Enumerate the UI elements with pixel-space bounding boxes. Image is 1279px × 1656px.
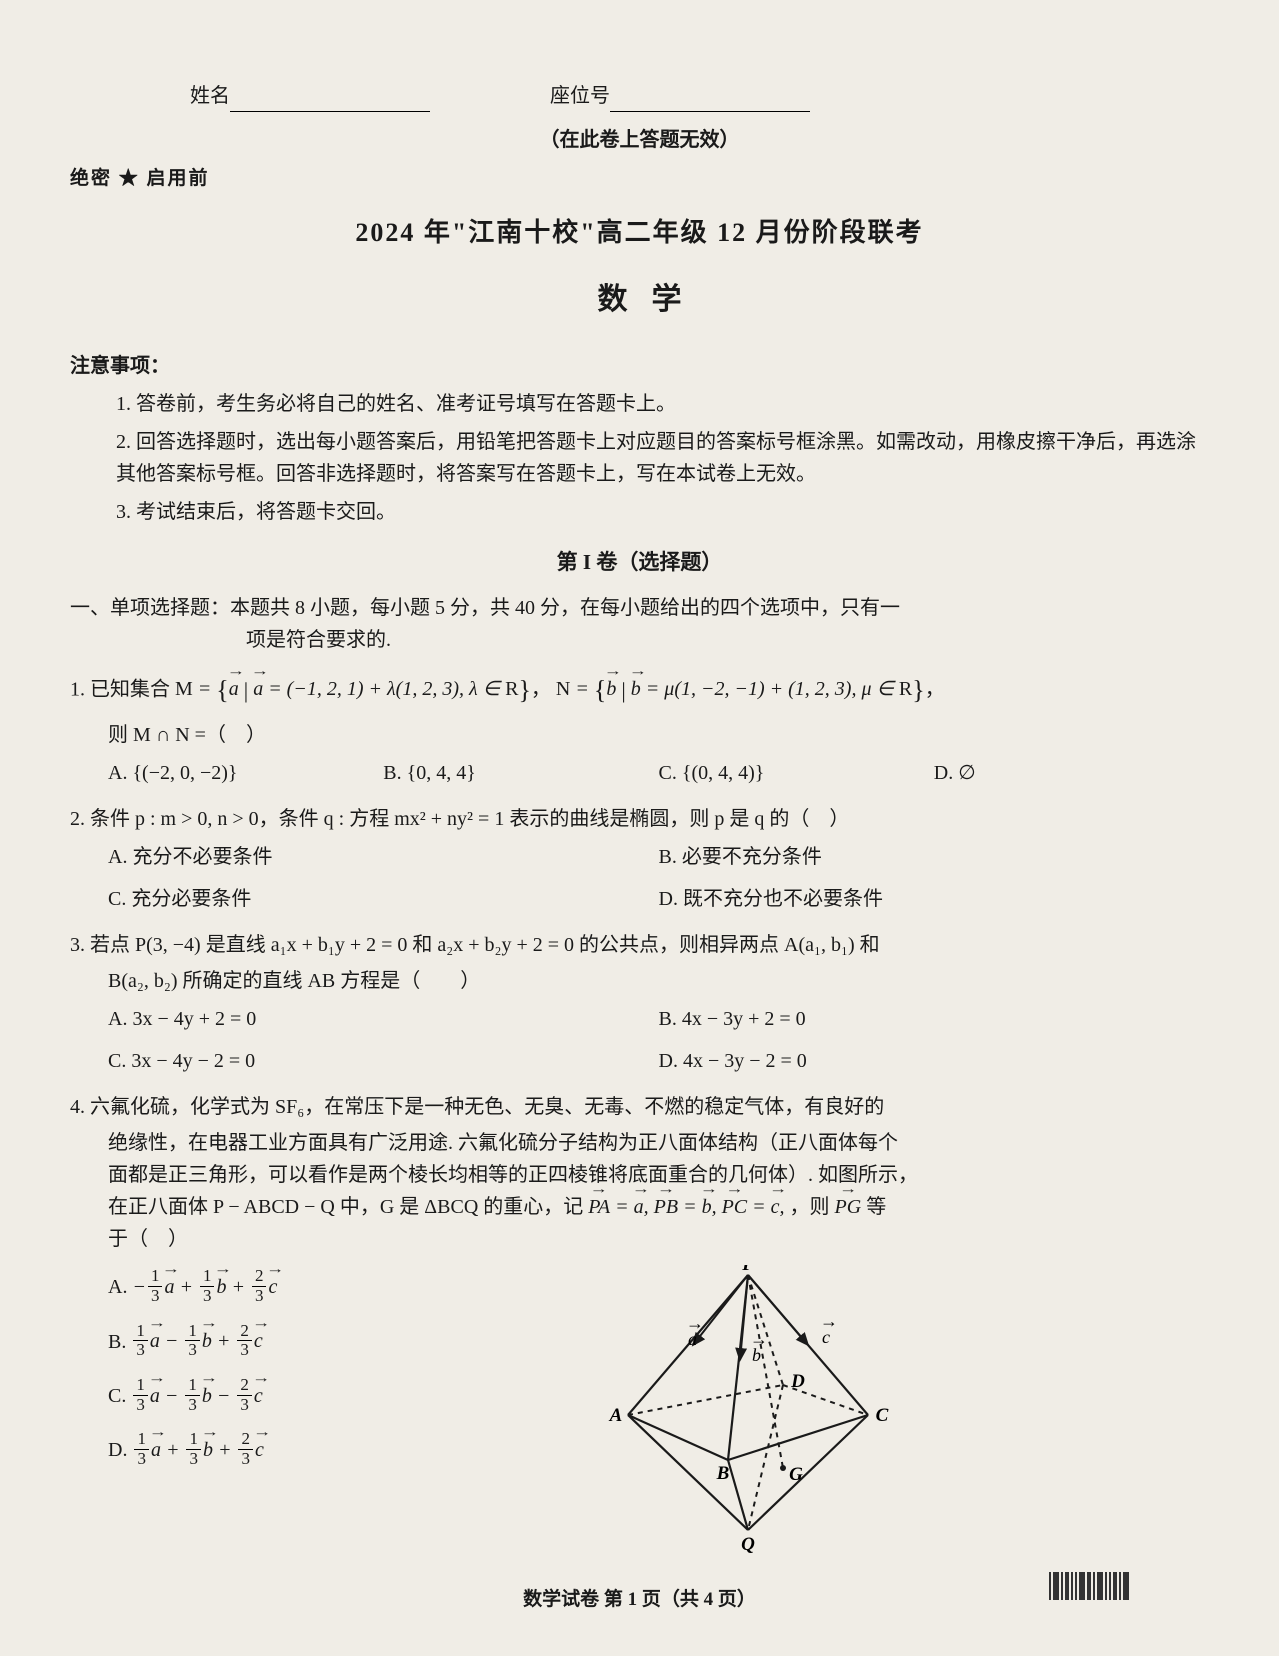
- q4-figure: P Q A C B D G → a → b → c: [297, 1255, 1209, 1555]
- q3-opt-a: A. 3x − 4y + 2 = 0: [108, 1003, 659, 1035]
- secrecy-text: 绝密 ★ 启用前: [70, 168, 210, 189]
- q4-opt-b-pre: B.: [108, 1330, 131, 1352]
- q2-opt-b: B. 必要不充分条件: [659, 841, 1210, 873]
- q1-prefix: 1. 已知集合: [70, 678, 175, 700]
- question-2: 2. 条件 p : m > 0, n > 0，条件 q : 方程 mx² + n…: [70, 803, 1209, 915]
- notice-title: 注意事项：: [70, 350, 1209, 382]
- q4-opt-a: A. −13a + 13b + 23c: [108, 1269, 277, 1307]
- q1-options: A. {(−2, 0, −2)} B. {0, 4, 4} C. {(0, 4,…: [108, 757, 1209, 789]
- fig-label-veca: a: [688, 1329, 697, 1349]
- q1-tail: ，: [925, 678, 945, 700]
- q4-line4-pre: 在正八面体 P − ABCD − Q 中，G 是 ΔBCQ 的重心，记: [108, 1196, 588, 1218]
- q1-set-n: N = {b | b = μ(1, −2, −1) + (1, 2, 3), μ…: [556, 678, 925, 700]
- q1-mid: ，: [531, 678, 551, 700]
- q4-opt-c: C. 13a − 13b − 23c: [108, 1378, 277, 1416]
- exam-title: 2024 年"江南十校"高二年级 12 月份阶段联考: [70, 212, 1209, 254]
- q4-opt-b: B. 13a − 13b + 23c: [108, 1324, 277, 1362]
- name-line[interactable]: [230, 88, 430, 112]
- question-1: 1. 已知集合 M = {a | a = (−1, 2, 1) + λ(1, 2…: [70, 670, 1209, 790]
- notice-1: 1. 答卷前，考生务必将自己的姓名、准考证号填写在答题卡上。: [116, 388, 1209, 420]
- q3-opt-b: B. 4x − 3y + 2 = 0: [659, 1003, 1210, 1035]
- q2-options: A. 充分不必要条件 B. 必要不充分条件 C. 充分必要条件 D. 既不充分也…: [108, 841, 1209, 915]
- q4-line2: 绝缘性，在电器工业方面具有广泛用途. 六氟化硫分子结构为正八面体结构（正八面体每…: [108, 1127, 1209, 1159]
- fig-label-d: D: [790, 1371, 805, 1392]
- header-note: （在此卷上答题无效）: [70, 124, 1209, 156]
- fig-label-vecc: c: [822, 1327, 830, 1347]
- header-fields: 姓名 座位号: [70, 80, 1209, 112]
- q2-opt-a: A. 充分不必要条件: [108, 841, 659, 873]
- q2-opt-c: C. 充分必要条件: [108, 883, 659, 915]
- name-label: 姓名: [190, 80, 230, 112]
- q1-set-m: M = {a | a = (−1, 2, 1) + λ(1, 2, 3), λ …: [175, 678, 531, 700]
- q1-opt-d: D. ∅: [934, 757, 1209, 789]
- q4-line5: 于（ ）: [108, 1223, 1209, 1255]
- secrecy-line: 绝密 ★ 启用前: [70, 164, 1209, 194]
- q4-line4-tail: 等: [866, 1196, 886, 1218]
- q4-opt-d-pre: D.: [108, 1439, 132, 1461]
- q4-opt-c-pre: C.: [108, 1385, 131, 1407]
- name-field: 姓名: [190, 80, 430, 112]
- section-instruction: 一、单项选择题：本题共 8 小题，每小题 5 分，共 40 分，在每小题给出的四…: [70, 592, 1209, 656]
- notice-2: 2. 回答选择题时，选出每小题答案后，用铅笔把答题卡上对应题目的答案标号框涂黑。…: [116, 426, 1209, 490]
- q3-line2: B(a₂, b₂) 所确定的直线 AB 方程是（ ）: [108, 965, 1209, 997]
- fig-label-q: Q: [741, 1534, 755, 1555]
- fig-label-c: C: [876, 1405, 889, 1426]
- fig-label-b: B: [716, 1463, 730, 1484]
- q4-options: A. −13a + 13b + 23c B. 13a − 13b + 23c C…: [108, 1269, 277, 1471]
- fig-label-a: A: [609, 1405, 623, 1426]
- q4-opt-d: D. 13a + 13b + 23c: [108, 1432, 277, 1470]
- q4-line4-post: ，则: [790, 1196, 835, 1218]
- q3-line1: 3. 若点 P(3, −4) 是直线 a₁x + b₁y + 2 = 0 和 a…: [70, 929, 1209, 961]
- fig-label-g: G: [789, 1464, 803, 1485]
- question-3: 3. 若点 P(3, −4) 是直线 a₁x + b₁y + 2 = 0 和 a…: [70, 929, 1209, 1077]
- part1-title: 第 I 卷（选择题）: [70, 546, 1209, 580]
- instruction-line1: 一、单项选择题：本题共 8 小题，每小题 5 分，共 40 分，在每小题给出的四…: [70, 597, 900, 619]
- q3-opt-c: C. 3x − 4y − 2 = 0: [108, 1045, 659, 1077]
- q1-opt-c: C. {(0, 4, 4)}: [659, 757, 934, 789]
- q4-vectors: PA = a, PB = b, PC = c,: [588, 1196, 784, 1218]
- q2-opt-d: D. 既不充分也不必要条件: [659, 883, 1210, 915]
- question-4: 4. 六氟化硫，化学式为 SF₆，在常压下是一种无色、无臭、无毒、不燃的稳定气体…: [70, 1091, 1209, 1555]
- q1-line2: 则 M ∩ N =（ ）: [108, 719, 1209, 751]
- barcode-icon: [1049, 1572, 1129, 1600]
- seat-line[interactable]: [610, 88, 810, 112]
- seat-label: 座位号: [550, 80, 610, 112]
- seat-field: 座位号: [550, 80, 810, 112]
- fig-label-p: P: [741, 1265, 754, 1275]
- q4-line1: 4. 六氟化硫，化学式为 SF₆，在常压下是一种无色、无臭、无毒、不燃的稳定气体…: [70, 1091, 1209, 1123]
- page-footer: 数学试卷 第 1 页（共 4 页）: [70, 1585, 1209, 1615]
- q1-opt-a: A. {(−2, 0, −2)}: [108, 757, 383, 789]
- q3-options: A. 3x − 4y + 2 = 0 B. 4x − 3y + 2 = 0 C.…: [108, 1003, 1209, 1077]
- q4-pg: PG: [835, 1196, 862, 1218]
- q4-opt-a-pre: A.: [108, 1276, 132, 1298]
- subject-title: 数学: [70, 276, 1209, 324]
- octahedron-svg: P Q A C B D G → a → b → c: [598, 1265, 908, 1555]
- q2-text: 2. 条件 p : m > 0, n > 0，条件 q : 方程 mx² + n…: [70, 803, 1209, 835]
- notice-3: 3. 考试结束后，将答题卡交回。: [116, 496, 1209, 528]
- instruction-line2: 项是符合要求的.: [70, 624, 1209, 656]
- q4-line4: 在正八面体 P − ABCD − Q 中，G 是 ΔBCQ 的重心，记 PA =…: [108, 1191, 1209, 1223]
- q3-opt-d: D. 4x − 3y − 2 = 0: [659, 1045, 1210, 1077]
- q1-opt-b: B. {0, 4, 4}: [383, 757, 658, 789]
- fig-label-vecb: b: [752, 1345, 761, 1365]
